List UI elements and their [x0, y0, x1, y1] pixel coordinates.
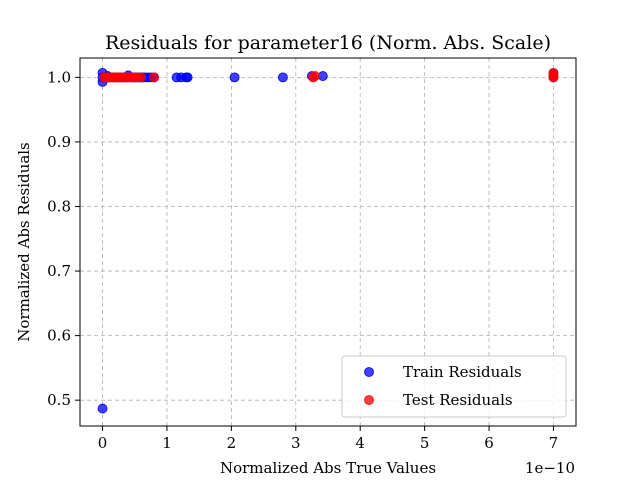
legend-train-label: Train Residuals: [403, 363, 522, 381]
y-tick-label: 0.7: [47, 262, 71, 280]
x-tick-label: 4: [355, 434, 365, 452]
axis-ticks: 0 1 2 3 4 5 6 7 0.5 0.6 0.7 0.8 0.9 1.0: [47, 68, 558, 452]
y-axis-label: Normalized Abs Residuals: [15, 142, 33, 342]
train-residual-point: [97, 403, 108, 414]
data-points: [97, 67, 559, 414]
test-residual-point: [310, 71, 321, 81]
x-tick-label: 3: [291, 434, 301, 452]
y-tick-label: 0.8: [47, 197, 71, 215]
test-residual-point: [136, 72, 147, 83]
train-residual-point: [182, 72, 193, 83]
x-tick-label: 7: [549, 434, 559, 452]
train-residual-point: [229, 72, 240, 83]
legend: Train Residuals Test Residuals: [341, 355, 567, 418]
y-tick-label: 0.6: [47, 327, 71, 345]
legend-test-marker: [364, 395, 374, 405]
y-tick-label: 1.0: [47, 68, 71, 86]
x-tick-label: 6: [484, 434, 494, 452]
test-residual-point: [548, 72, 559, 83]
y-tick-label: 0.9: [47, 133, 71, 151]
test-residual-point: [149, 72, 159, 83]
plot-frame: [79, 57, 577, 427]
x-tick-label: 1: [162, 434, 172, 452]
chart-title: Residuals for parameter16 (Norm. Abs. Sc…: [105, 32, 551, 54]
y-tick-label: 0.5: [47, 391, 71, 409]
x-tick-label: 2: [227, 434, 237, 452]
legend-box: [341, 355, 567, 418]
x-axis-offset-text: 1e−10: [525, 459, 575, 477]
x-tick-label: 0: [98, 434, 108, 452]
x-tick-label: 5: [420, 434, 430, 452]
train-residual-point: [278, 72, 288, 83]
legend-train-marker: [364, 367, 374, 377]
legend-test-label: Test Residuals: [403, 391, 513, 409]
x-axis-label: Normalized Abs True Values: [220, 459, 436, 477]
